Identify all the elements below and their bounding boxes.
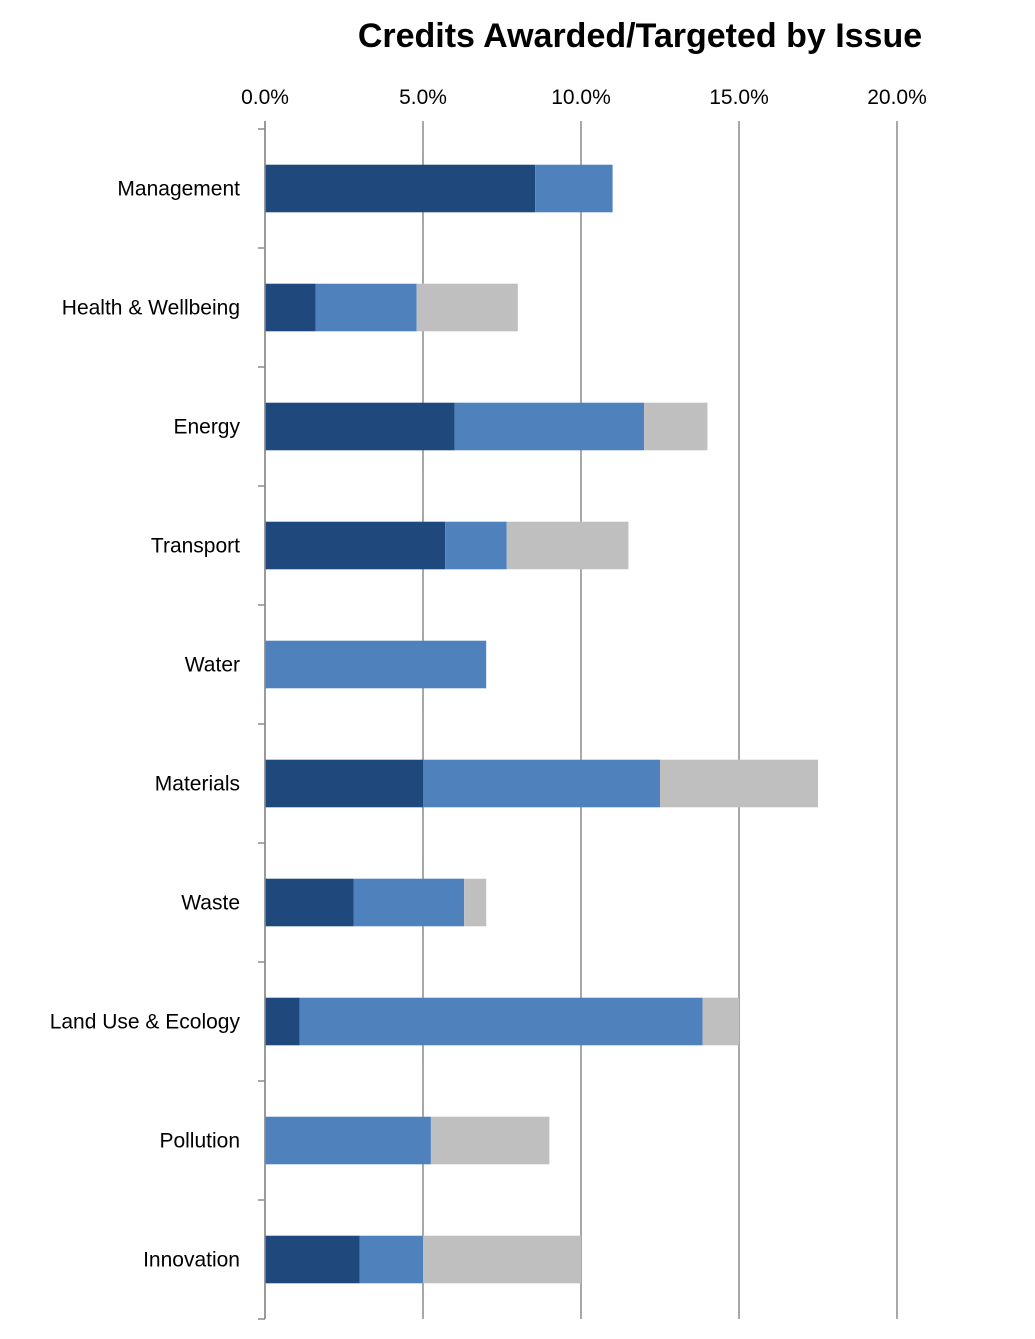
bar-segment-s1 (454, 402, 645, 451)
bar-segment-s2 (416, 283, 518, 332)
bar-segment-s2 (506, 521, 629, 570)
bar-segment-s1 (535, 164, 613, 213)
bar-segment-s1 (315, 283, 417, 332)
bar-segment-s1 (445, 521, 507, 570)
bar-segment-s1 (265, 1116, 431, 1165)
bar-segment-s0 (265, 759, 423, 808)
bar-segment-s2 (702, 997, 739, 1046)
category-labels: Management Health & Wellbeing Energy Transp… (50, 178, 241, 1272)
bar-segment-s0 (265, 521, 446, 570)
bar-segment-s0 (265, 164, 536, 213)
bar-segment-s0 (265, 402, 455, 451)
bar-segment-s0 (265, 283, 316, 332)
x-tick-label: 5.0% (399, 86, 447, 109)
category-label: Health & Wellbeing (62, 297, 240, 320)
category-label: Pollution (159, 1130, 240, 1153)
chart-title: Credits Awarded/Targeted by Issue (358, 17, 922, 55)
bar-segment-s1 (265, 640, 487, 689)
bar-segment-s1 (359, 1235, 423, 1284)
bar-segment-s2 (423, 1235, 581, 1284)
bar-segment-s2 (430, 1116, 550, 1165)
bar-segment-s2 (464, 878, 487, 927)
category-label: Water (185, 654, 240, 677)
category-axis (258, 121, 266, 1320)
category-label: Management (117, 178, 240, 201)
bar-segment-s2 (644, 402, 708, 451)
value-axis-ticks: 0.0% 5.0% 10.0% 15.0% 20.0% (241, 86, 927, 109)
bar-segment-s1 (353, 878, 465, 927)
category-label: Land Use & Ecology (50, 1011, 241, 1034)
x-tick-label: 10.0% (551, 86, 611, 109)
x-tick-label: 0.0% (241, 86, 289, 109)
bar-segment-s0 (265, 997, 300, 1046)
category-label: Transport (151, 535, 240, 558)
category-label: Energy (173, 416, 240, 439)
bar-segment-s1 (299, 997, 703, 1046)
x-tick-label: 20.0% (867, 86, 927, 109)
x-tick-label: 15.0% (709, 86, 769, 109)
category-label: Innovation (143, 1249, 240, 1272)
bar-segment-s0 (265, 878, 354, 927)
bar-segment-s0 (265, 1235, 360, 1284)
category-label: Waste (181, 892, 240, 915)
bar-segment-s2 (660, 759, 818, 808)
bar-segment-s1 (423, 759, 660, 808)
category-label: Materials (155, 773, 240, 796)
bars (265, 164, 818, 1284)
